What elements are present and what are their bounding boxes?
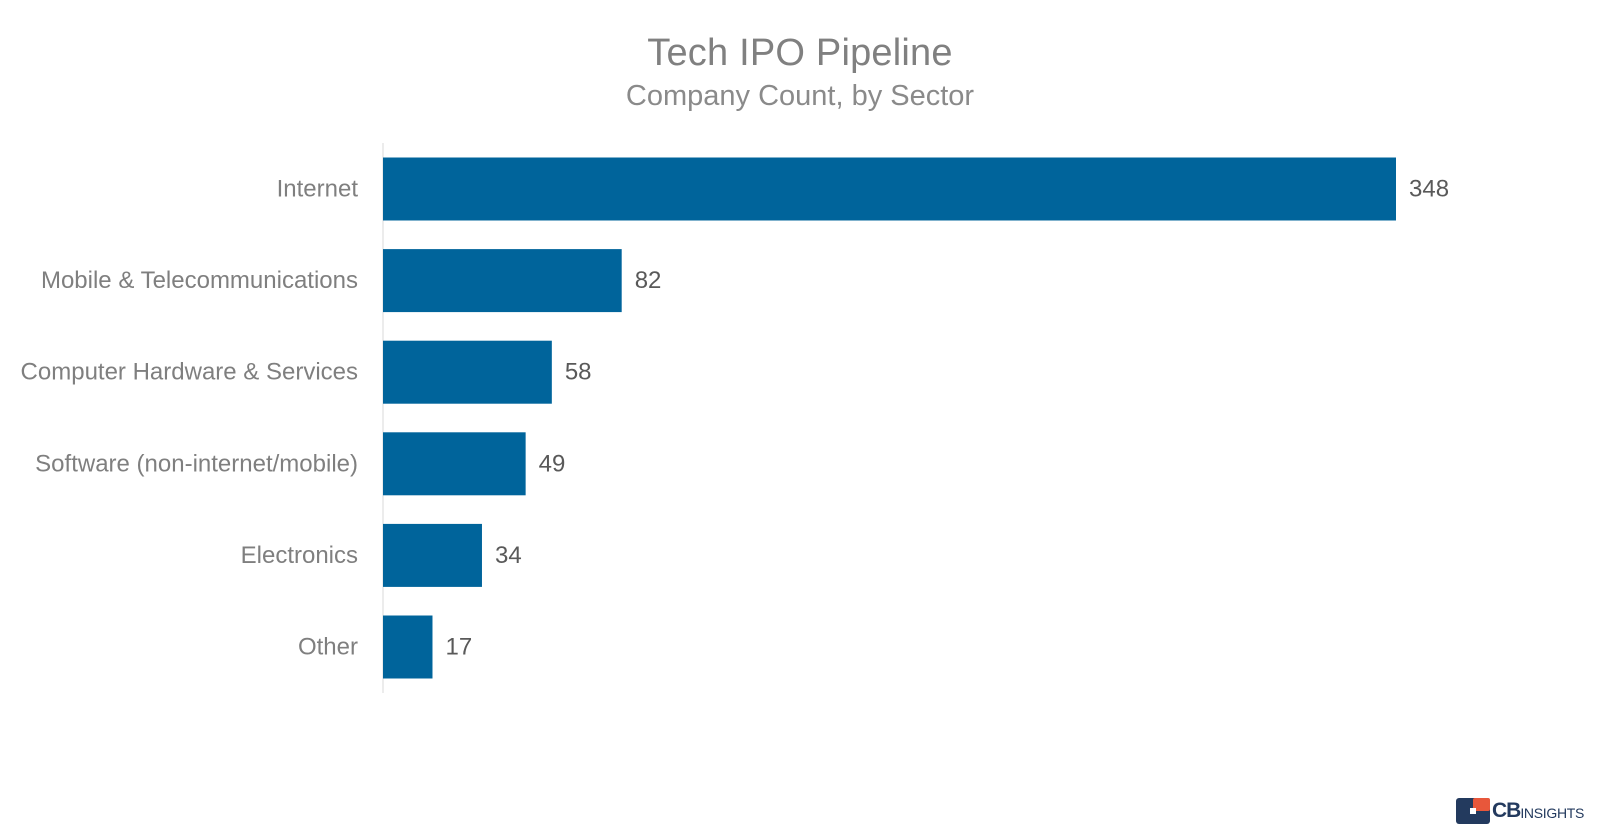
bar-3 [383, 432, 526, 496]
logo-text-cb: CB [1492, 799, 1521, 822]
category-label: Mobile & Telecommunications [41, 267, 358, 294]
category-label: Electronics [241, 542, 358, 569]
bar-4 [383, 523, 482, 587]
chart-title: Tech IPO Pipeline [647, 32, 953, 74]
cb-insights-logo: CB INSIGHTS [1456, 798, 1584, 824]
value-label: 82 [635, 267, 662, 294]
value-label: 34 [495, 542, 522, 569]
bar-5 [383, 615, 433, 679]
category-label: Software (non-internet/mobile) [35, 450, 358, 477]
value-label: 17 [445, 634, 472, 661]
cb-insights-logo-mark [1456, 798, 1490, 824]
value-label: 58 [565, 359, 592, 386]
bar-0 [383, 157, 1396, 221]
category-label: Other [298, 634, 358, 661]
value-label: 348 [1409, 176, 1449, 203]
logo-text-insights: INSIGHTS [1520, 805, 1585, 821]
chart-subtitle: Company Count, by Sector [625, 80, 975, 112]
category-label: Computer Hardware & Services [21, 359, 358, 386]
bar-1 [383, 249, 622, 313]
category-label: Internet [277, 176, 359, 203]
bar-2 [383, 340, 552, 404]
value-label: 49 [539, 450, 566, 477]
